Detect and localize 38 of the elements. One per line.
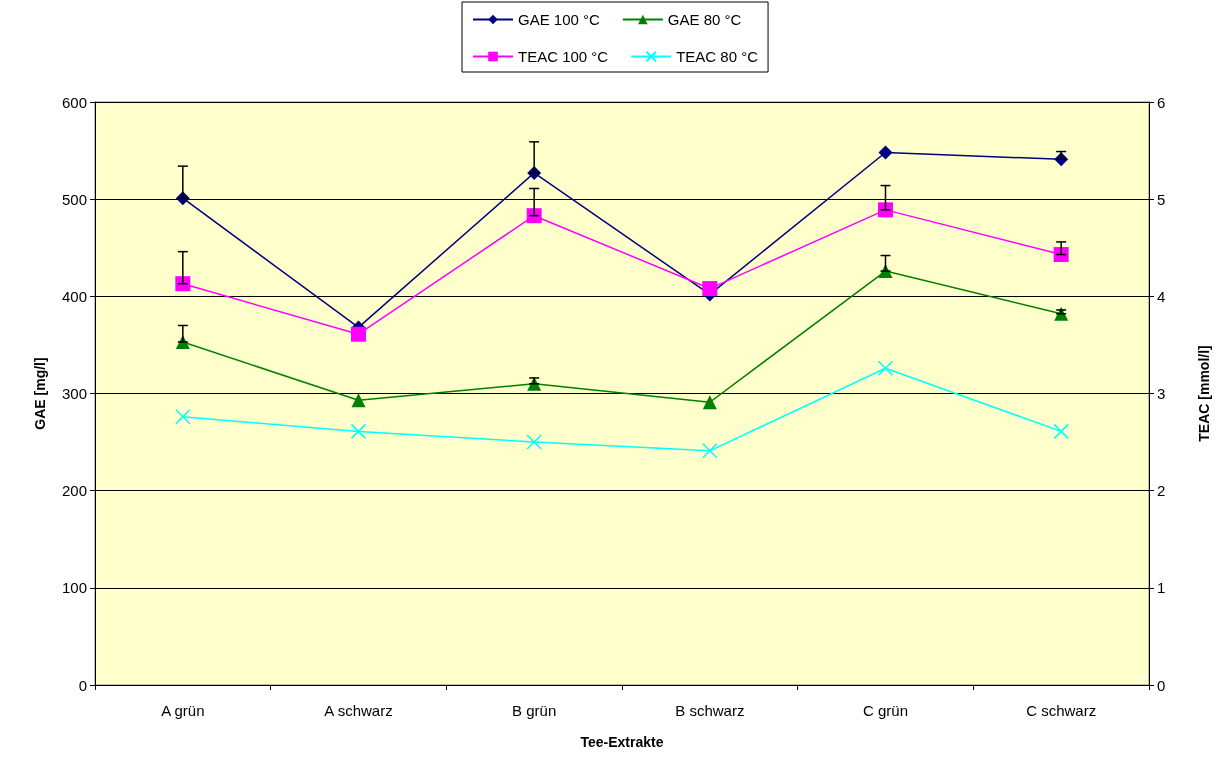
point — [350, 423, 367, 440]
x-tick-label: A grün — [161, 702, 205, 719]
point — [702, 443, 718, 459]
y2-tick-label: 5 — [1157, 190, 1166, 208]
point — [702, 281, 718, 297]
point — [351, 326, 366, 342]
y2-tick-label: 6 — [1157, 93, 1166, 111]
legend-label: GAE 100 °C — [518, 11, 601, 28]
y2-tick-label: 1 — [1157, 579, 1166, 597]
y2-tick-label: 0 — [1157, 676, 1166, 694]
y-tick-label: 200 — [61, 482, 87, 500]
point — [175, 409, 191, 425]
y-tick-label: 100 — [61, 579, 87, 597]
y-tick-label: 400 — [61, 287, 87, 305]
y-tick-label: 300 — [61, 385, 87, 402]
point — [1053, 423, 1069, 440]
point — [878, 145, 893, 160]
point — [526, 434, 542, 450]
y-tick-label: 500 — [61, 190, 87, 208]
y2-tick-label: 2 — [1157, 482, 1166, 500]
y2-axis-title: TEAC [mmol/l] — [1196, 345, 1212, 442]
point — [702, 395, 717, 410]
x-tick-label: C grün — [862, 702, 909, 719]
point — [877, 360, 894, 376]
y2-tick-label: 4 — [1157, 287, 1166, 305]
point — [351, 393, 366, 408]
x-tick-label: B schwarz — [675, 702, 745, 719]
x-axis-title: Tee-Extrakte — [580, 734, 664, 750]
y-tick-label: 0 — [78, 676, 87, 694]
legend-label: GAE 80 °C — [667, 11, 742, 28]
x-tick-label: A schwarz — [324, 702, 393, 719]
x-tick-label: B grün — [512, 702, 557, 719]
y2-tick-label: 3 — [1157, 385, 1166, 402]
legend-label: TEAC 80 °C — [676, 48, 759, 65]
y-axis-title: GAE [mg/l] — [32, 357, 48, 430]
x-tick-label: C schwarz — [1026, 702, 1097, 719]
y-tick-label: 600 — [61, 93, 87, 111]
legend-label: TEAC 100 °C — [518, 48, 609, 65]
